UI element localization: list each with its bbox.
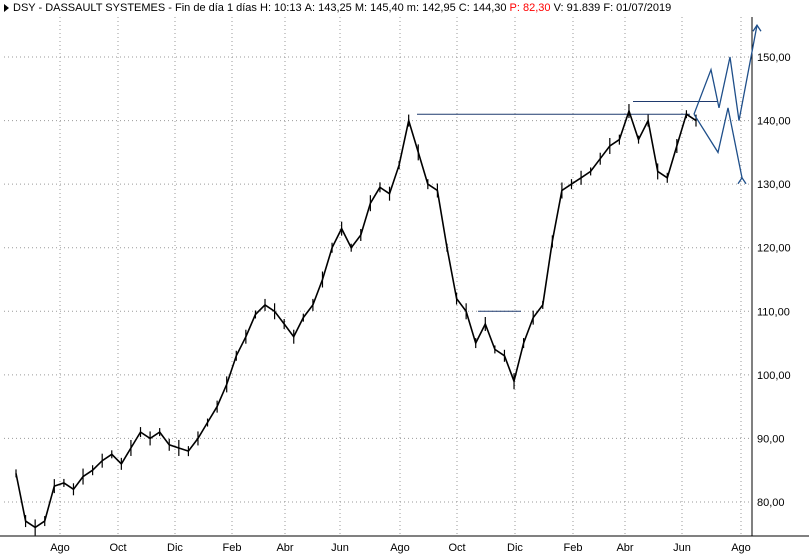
x-tick-label: Abr [276,542,293,554]
x-tick-label: Ago [731,542,751,554]
annotations [417,101,718,312]
y-tick-label: 110,00 [757,306,790,318]
x-tick-label: Jun [331,542,349,554]
arrow-icon [737,176,747,185]
axes [0,17,809,537]
arrow-icon [752,24,762,32]
y-tick-label: 150,00 [757,52,791,64]
price-line [15,108,697,529]
projection-lines [693,24,762,185]
grid [4,17,752,536]
price-series [15,104,697,536]
x-tick-label: Oct [448,542,465,554]
x-tick-label: Oct [109,542,126,554]
x-tick-label: Ago [390,542,410,554]
max-label: M: 145,40 [354,2,404,14]
close-label: C: 144,30 [458,2,507,14]
x-tick-label: Abr [616,542,633,554]
y-tick-label: 100,00 [757,370,791,382]
y-tick-label: 90,00 [757,433,785,445]
y-tick-labels: 80,00 90,00 100,00 110,00 120,00 130,00 140,00… [757,52,791,509]
y-tick-label: 120,00 [757,243,791,255]
x-tick-label: Feb [223,542,242,554]
x-tick-label: Ago [50,542,70,554]
pct-label: P: 82,30 [509,2,551,14]
x-tick-label: Feb [564,542,583,554]
x-tick-label: Dic [167,542,183,554]
x-tick-labels: Ago Oct Dic Feb Abr Jun Ago Oct Dic Feb Abr Jun Ago [50,542,751,554]
play-icon[interactable] [4,4,9,12]
projection-lower [693,107,743,178]
date-label: F: 01/07/2019 [603,2,672,14]
info-bar: DSY - DASSAULT SYSTEMES - Fin de día 1 d… [4,1,671,15]
y-tick-label: 130,00 [757,179,791,191]
volume-label: V: 91.839 [553,2,601,14]
symbol-label: DSY - DASSAULT SYSTEMES - Fin de día 1 d… [13,2,257,14]
min-label: m: 142,95 [406,2,456,14]
open-label: A: 143,25 [304,2,352,14]
x-tick-label: Dic [507,542,523,554]
x-tick-label: Jun [673,542,691,554]
high-label: H: 10:13 [260,2,302,14]
y-tick-label: 80,00 [757,497,785,509]
projection-upper [693,25,758,121]
y-tick-label: 140,00 [757,116,791,128]
